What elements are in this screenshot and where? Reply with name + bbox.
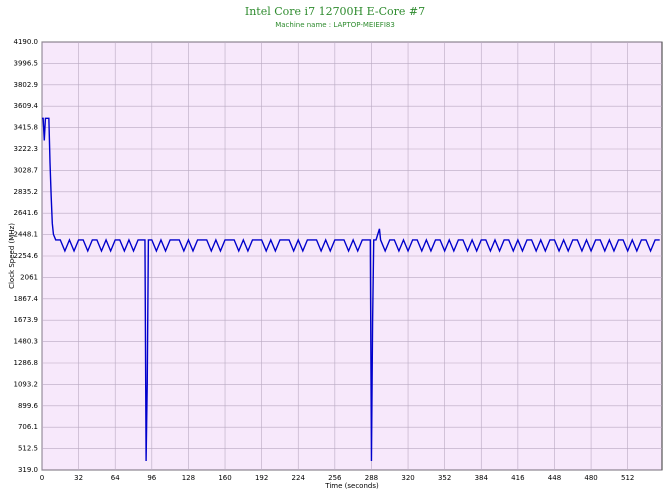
x-tick-label: 0: [40, 474, 44, 482]
y-tick-label: 512.5: [18, 445, 38, 453]
x-axis-label: Time (seconds): [324, 482, 379, 490]
y-tick-label: 3415.8: [14, 124, 39, 132]
y-axis-label: Clock Speed (MHz): [8, 223, 16, 289]
y-tick-label: 3802.9: [14, 81, 39, 89]
y-tick-label: 899.6: [18, 402, 39, 410]
y-tick-label: 1286.8: [14, 359, 39, 367]
chart-title: Intel Core i7 12700H E-Core #7: [245, 5, 425, 18]
x-tick-label: 352: [438, 474, 451, 482]
x-tick-label: 64: [111, 474, 120, 482]
y-tick-label: 2835.2: [14, 188, 39, 196]
x-tick-label: 160: [218, 474, 231, 482]
x-tick-label: 32: [74, 474, 83, 482]
y-tick-label: 319.0: [18, 466, 38, 474]
line-series: [42, 117, 660, 462]
y-tick-label: 3028.7: [14, 166, 39, 174]
y-tick-label: 3222.3: [14, 145, 39, 153]
y-tick-label: 2641.6: [14, 209, 39, 217]
y-tick-label: 3996.5: [14, 59, 39, 67]
x-tick-label: 320: [401, 474, 414, 482]
y-tick-label: 1480.3: [14, 338, 39, 346]
y-tick-label: 706.1: [18, 423, 38, 431]
y-tick-label: 2254.6: [14, 252, 39, 260]
x-tick-label: 192: [255, 474, 268, 482]
x-tick-label: 512: [621, 474, 634, 482]
x-tick-label: 448: [548, 474, 561, 482]
y-tick-label: 1093.2: [14, 380, 39, 388]
x-tick-label: 288: [365, 474, 378, 482]
y-tick-label: 2061: [20, 273, 38, 281]
x-tick-label: 128: [182, 474, 195, 482]
x-tick-label: 384: [475, 474, 489, 482]
y-tick-label: 1867.4: [14, 295, 39, 303]
x-tick-label: 256: [328, 474, 342, 482]
y-tick-label: 4190.0: [14, 38, 39, 46]
chart-subtitle: Machine name : LAPTOP-MEIEFI83: [275, 21, 395, 29]
y-tick-label: 1673.9: [14, 316, 39, 324]
x-tick-label: 96: [147, 474, 156, 482]
y-tick-label: 3609.4: [14, 102, 39, 110]
y-tick-label: 2448.1: [14, 231, 39, 239]
x-tick-label: 480: [584, 474, 597, 482]
x-tick-label: 416: [511, 474, 525, 482]
x-tick-label: 224: [292, 474, 306, 482]
